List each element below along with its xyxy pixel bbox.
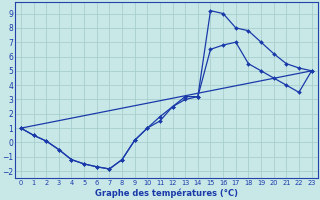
X-axis label: Graphe des températures (°C): Graphe des températures (°C) bbox=[95, 188, 238, 198]
